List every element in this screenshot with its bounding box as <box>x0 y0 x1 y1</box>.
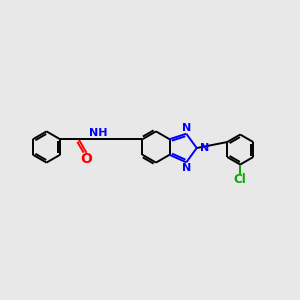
Text: NH: NH <box>89 128 108 138</box>
Text: N: N <box>182 123 191 133</box>
Text: N: N <box>182 163 191 173</box>
Text: N: N <box>200 143 209 153</box>
Text: Cl: Cl <box>234 173 247 186</box>
Text: O: O <box>80 152 92 167</box>
